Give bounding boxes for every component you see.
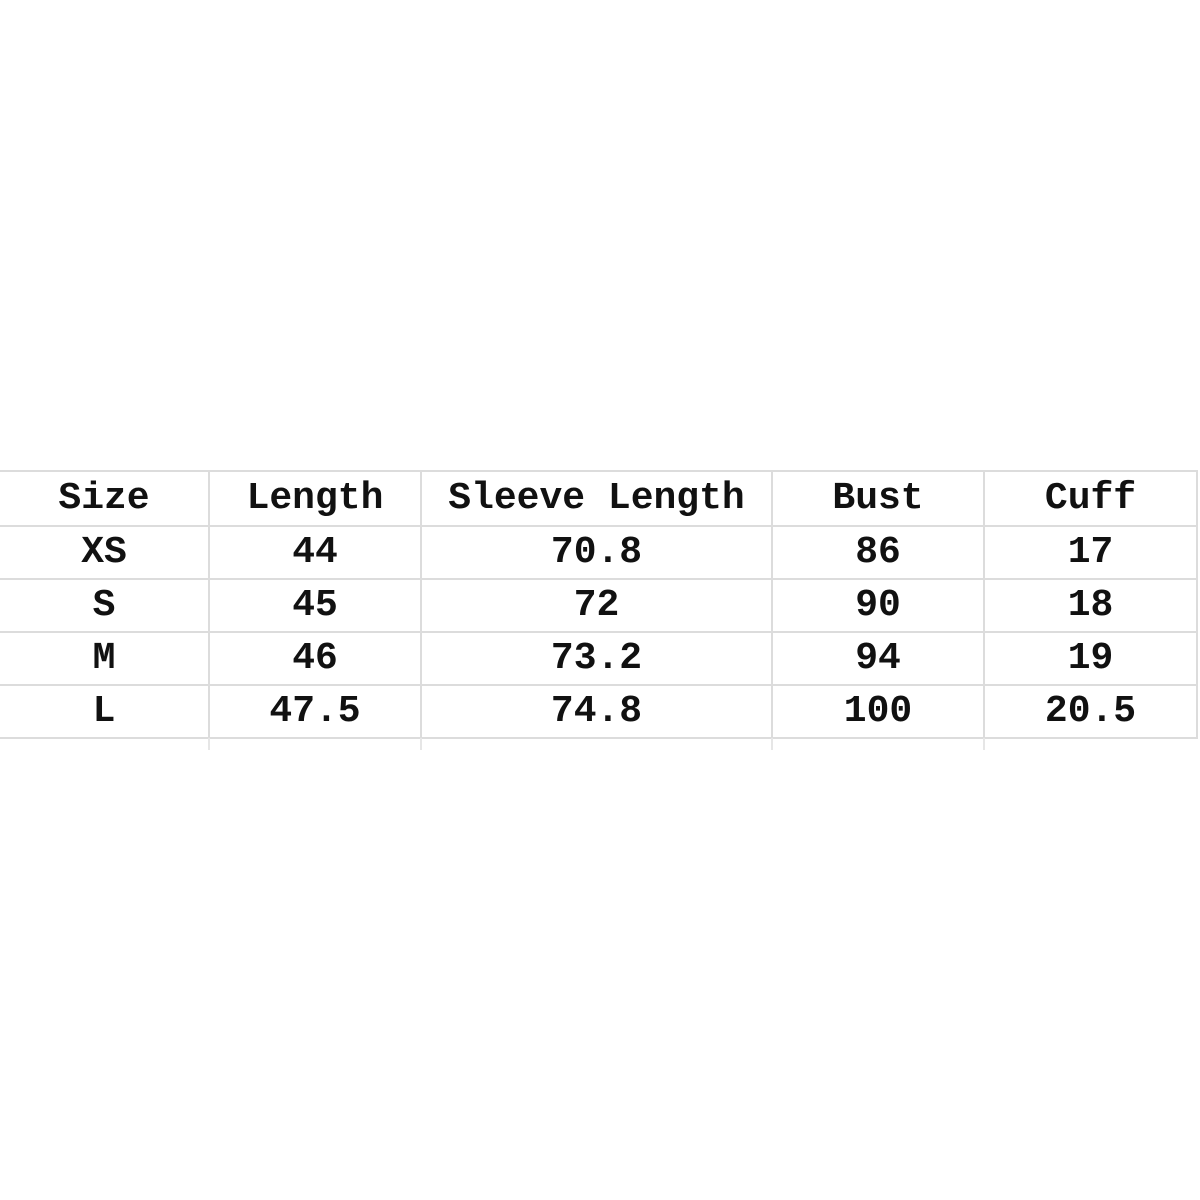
- table-cell: 74.8: [421, 684, 773, 739]
- table-cell: 70.8: [421, 525, 773, 580]
- table-cell: 17: [984, 525, 1198, 580]
- table-cell: 19: [984, 631, 1198, 686]
- table-cell: 45: [209, 578, 422, 633]
- table-cell: 46: [209, 631, 422, 686]
- table-cell: 72: [421, 578, 773, 633]
- size-chart-table: Size Length Sleeve Length Bust Cuff XS 44 70.8 8…: [0, 470, 1198, 739]
- column-divider: [208, 738, 210, 750]
- table-cell: 47.5: [209, 684, 422, 739]
- table-cell: 44: [209, 525, 422, 580]
- table-row: XS 44 70.8 86 17: [0, 525, 1198, 580]
- table-cell: M: [0, 631, 210, 686]
- column-header: Bust: [772, 470, 985, 527]
- column-divider: [983, 738, 985, 750]
- header-row: Size Length Sleeve Length Bust Cuff: [0, 470, 1198, 527]
- table-cell: XS: [0, 525, 210, 580]
- column-header: Length: [209, 470, 422, 527]
- table-cell: 100: [772, 684, 985, 739]
- table-cell: 18: [984, 578, 1198, 633]
- table-cell: 90: [772, 578, 985, 633]
- table-cell: 73.2: [421, 631, 773, 686]
- table-cell: 86: [772, 525, 985, 580]
- column-header: Sleeve Length: [421, 470, 773, 527]
- table-row: L 47.5 74.8 100 20.5: [0, 684, 1198, 739]
- column-header: Cuff: [984, 470, 1198, 527]
- table-cell: L: [0, 684, 210, 739]
- table-row: M 46 73.2 94 19: [0, 631, 1198, 686]
- table-cell: S: [0, 578, 210, 633]
- column-header: Size: [0, 470, 210, 527]
- column-divider: [771, 738, 773, 750]
- column-divider: [420, 738, 422, 750]
- table-cell: 94: [772, 631, 985, 686]
- table-row: S 45 72 90 18: [0, 578, 1198, 633]
- table-cell: 20.5: [984, 684, 1198, 739]
